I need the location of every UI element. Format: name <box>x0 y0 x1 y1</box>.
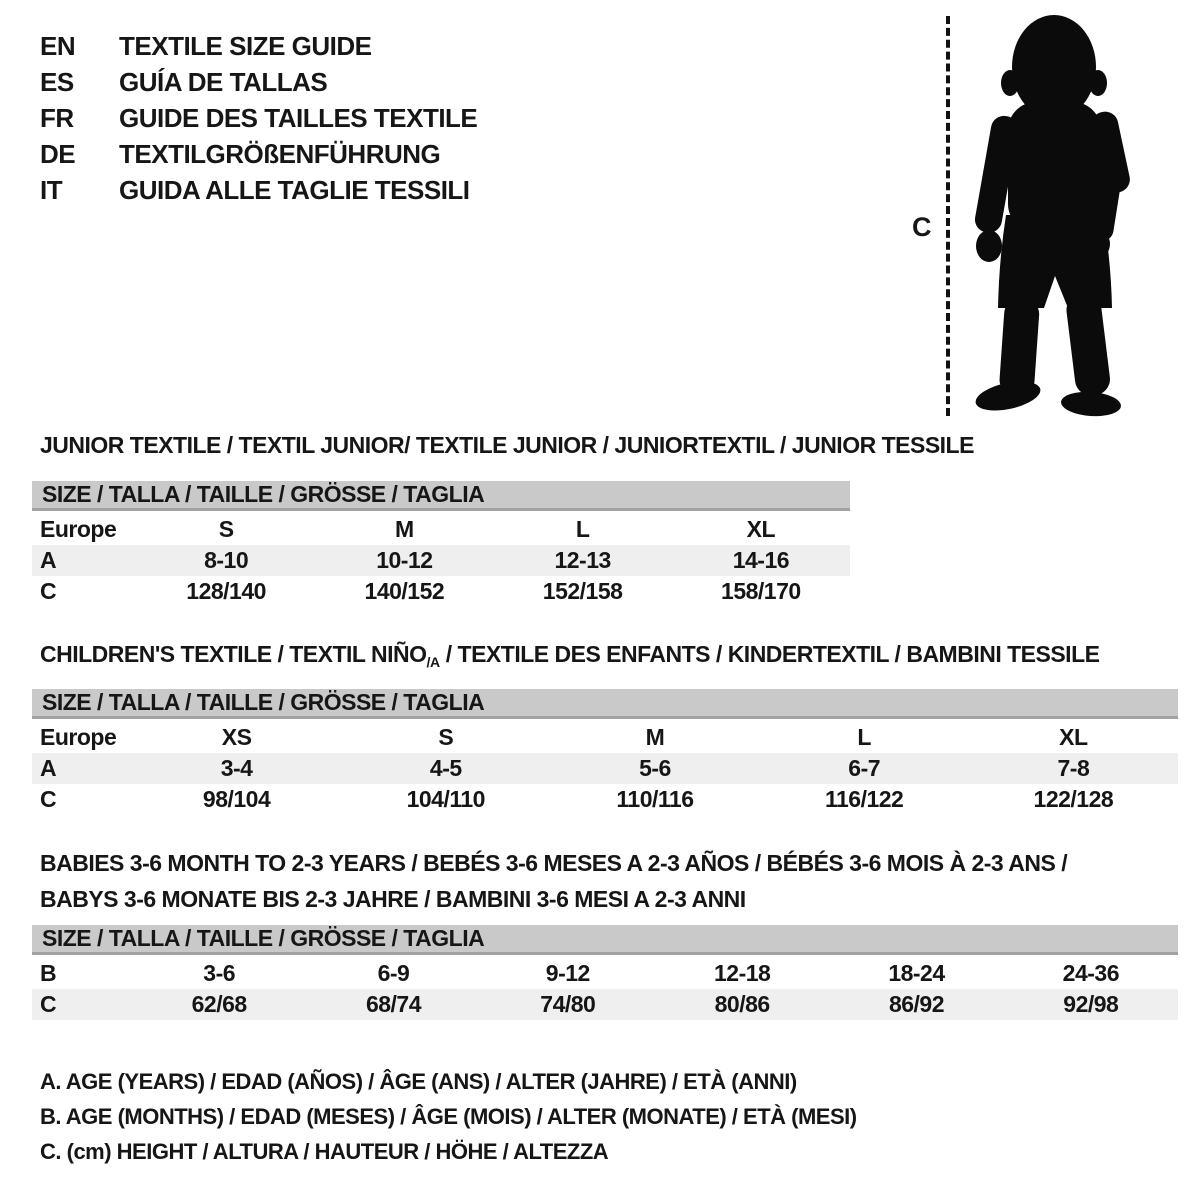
cell: 4-5 <box>429 755 462 781</box>
children-title-part1: CHILDREN'S TEXTILE / TEXTIL NIÑO <box>40 641 427 667</box>
language-title: GUÍA DE TALLAS <box>119 67 328 97</box>
cell: 24-36 <box>1062 960 1120 986</box>
cell: 8-10 <box>204 547 249 573</box>
row-label: A <box>40 547 57 573</box>
cell: 110/116 <box>616 786 694 812</box>
children-row-c: C 98/104 104/110 110/116 116/122 122/128 <box>32 784 1178 815</box>
language-row-fr: FR GUIDE DES TAILLES TEXTILE <box>40 100 478 136</box>
cell: 12-13 <box>554 547 611 573</box>
cell: 9-12 <box>545 960 591 986</box>
language-code: DE <box>40 139 76 169</box>
language-row-en: EN TEXTILE SIZE GUIDE <box>40 28 477 64</box>
babies-table: SIZE / TALLA / TAILLE / GRÖSSE / TAGLIA … <box>32 925 1178 1020</box>
babies-row-b: B 3-6 6-9 9-12 12-18 18-24 24-36 <box>32 958 1178 989</box>
children-row-a: A 3-4 4-5 5-6 6-7 7-8 <box>32 753 1178 784</box>
junior-row-c: C 128/140 140/152 152/158 158/170 <box>32 576 850 607</box>
language-row-es: ES GUÍA DE TALLAS <box>40 64 477 100</box>
cell: 98/104 <box>202 786 271 812</box>
language-title: TEXTILE SIZE GUIDE <box>119 31 372 61</box>
language-title: TEXTILGRÖßENFÜHRUNG <box>119 139 441 169</box>
cell: 104/110 <box>406 786 486 812</box>
cell: XL <box>1059 724 1088 750</box>
cell: 7-8 <box>1057 755 1090 781</box>
junior-section-title: JUNIOR TEXTILE / TEXTIL JUNIOR/ TEXTILE … <box>40 432 974 458</box>
cell: S <box>218 516 234 542</box>
cell: 140/152 <box>364 578 445 604</box>
cell: 3-6 <box>203 960 236 986</box>
language-row-it: IT GUIDA ALLE TAGLIE TESSILI <box>40 172 477 208</box>
babies-size-header: SIZE / TALLA / TAILLE / GRÖSSE / TAGLIA <box>32 925 1178 955</box>
row-label: C <box>40 578 57 604</box>
children-title-sub: /A <box>426 654 440 670</box>
cell: XL <box>746 516 776 542</box>
toddler-silhouette-icon <box>974 15 1130 417</box>
cell: 62/68 <box>191 991 248 1017</box>
cell: 116/122 <box>824 786 904 812</box>
cell: 18-24 <box>888 960 945 986</box>
language-title: GUIDA ALLE TAGLIE TESSILI <box>119 175 470 205</box>
cell: 12-18 <box>713 960 771 986</box>
cell: 74/80 <box>540 991 596 1017</box>
language-code: IT <box>40 175 63 205</box>
children-section-title: CHILDREN'S TEXTILE / TEXTIL NIÑO/A / TEX… <box>40 641 1100 670</box>
babies-title-line1: BABIES 3-6 MONTH TO 2-3 YEARS / BEBÉS 3-… <box>40 850 1068 876</box>
cell: 68/74 <box>365 991 422 1017</box>
cell: 5-6 <box>639 755 671 781</box>
junior-row-a: A 8-10 10-12 12-13 14-16 <box>32 545 850 576</box>
cell: L <box>575 516 590 542</box>
language-code: ES <box>40 67 74 97</box>
cell: 158/170 <box>721 578 801 604</box>
row-label: C <box>40 786 57 812</box>
cell: 6-7 <box>848 755 881 781</box>
junior-row-europe: Europe S M L XL <box>32 514 850 545</box>
children-size-header: SIZE / TALLA / TAILLE / GRÖSSE / TAGLIA <box>32 689 1178 719</box>
legend-line-c: C. (cm) HEIGHT / ALTURA / HAUTEUR / HÖHE… <box>40 1139 609 1164</box>
cell: M <box>645 724 665 750</box>
legend-line-b: B. AGE (MONTHS) / EDAD (MESES) / ÂGE (MO… <box>40 1104 857 1129</box>
children-title-part2: / TEXTILE DES ENFANTS / KINDERTEXTIL / B… <box>439 641 1100 667</box>
row-label: Europe <box>40 516 117 542</box>
row-label: Europe <box>40 724 117 750</box>
legend-line-a: A. AGE (YEARS) / EDAD (AÑOS) / ÂGE (ANS)… <box>40 1069 797 1094</box>
cell: M <box>395 516 414 542</box>
cell: 14-16 <box>732 547 790 573</box>
babies-title-line2: BABYS 3-6 MONATE BIS 2-3 JAHRE / BAMBINI… <box>40 886 746 912</box>
language-title: GUIDE DES TAILLES TEXTILE <box>119 103 478 133</box>
language-list: EN TEXTILE SIZE GUIDE ES GUÍA DE TALLAS FR… <box>40 28 478 208</box>
cell: L <box>857 724 871 750</box>
measurement-legend: A. AGE (YEARS) / EDAD (AÑOS) / ÂGE (ANS)… <box>40 1064 857 1169</box>
cell: 86/92 <box>888 991 945 1017</box>
cell: S <box>438 724 454 750</box>
height-measure-label: C <box>912 212 932 242</box>
junior-size-header: SIZE / TALLA / TAILLE / GRÖSSE / TAGLIA <box>32 481 850 511</box>
children-table: SIZE / TALLA / TAILLE / GRÖSSE / TAGLIA … <box>32 689 1178 815</box>
cell: XS <box>221 724 252 750</box>
row-label: C <box>40 991 57 1017</box>
cell: 80/86 <box>714 991 771 1017</box>
cell: 10-12 <box>376 547 433 573</box>
language-code: FR <box>40 103 74 133</box>
babies-section-title: BABIES 3-6 MONTH TO 2-3 YEARS / BEBÉS 3-… <box>40 845 1068 917</box>
row-label: A <box>40 755 57 781</box>
language-code: EN <box>40 31 76 61</box>
row-label: B <box>40 960 57 986</box>
junior-table: SIZE / TALLA / TAILLE / GRÖSSE / TAGLIA … <box>32 481 850 607</box>
cell: 6-9 <box>377 960 410 986</box>
cell: 152/158 <box>542 578 623 604</box>
cell: 3-4 <box>220 755 253 781</box>
children-row-europe: Europe XS S M L XL <box>32 722 1178 753</box>
cell: 122/128 <box>1033 786 1114 812</box>
cell: 128/140 <box>186 578 266 604</box>
cell: 92/98 <box>1063 991 1119 1017</box>
height-dashed-line-icon <box>946 16 950 416</box>
language-row-de: DE TEXTILGRÖßENFÜHRUNG <box>40 136 477 172</box>
babies-row-c: C 62/68 68/74 74/80 80/86 86/92 92/98 <box>32 989 1178 1020</box>
